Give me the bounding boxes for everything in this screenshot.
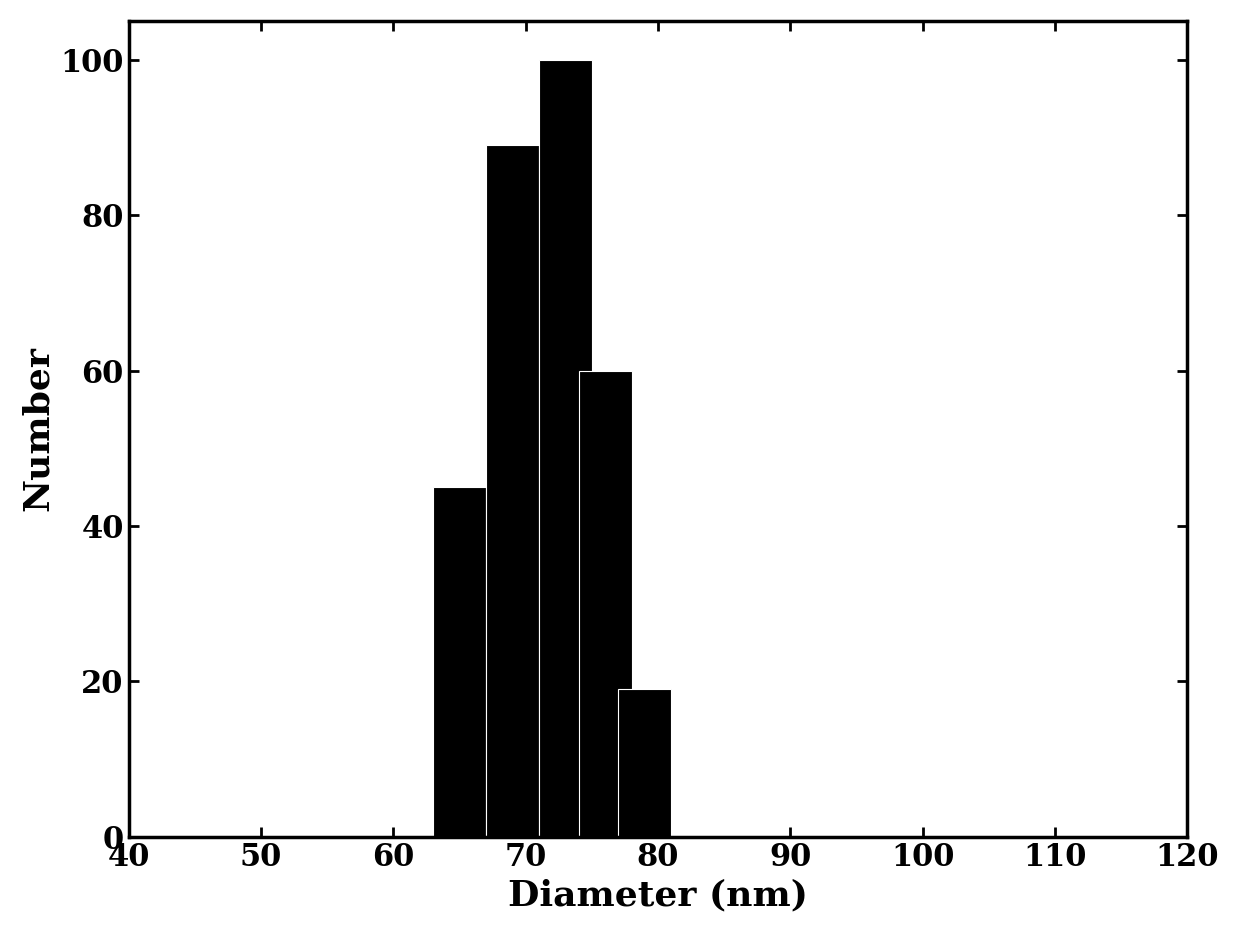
Y-axis label: Number: Number: [21, 346, 55, 511]
Bar: [539, 60, 591, 837]
Bar: [619, 689, 671, 837]
Bar: [579, 370, 631, 837]
Bar: [486, 146, 539, 837]
X-axis label: Diameter (nm): Diameter (nm): [508, 878, 808, 912]
Bar: [433, 487, 486, 837]
